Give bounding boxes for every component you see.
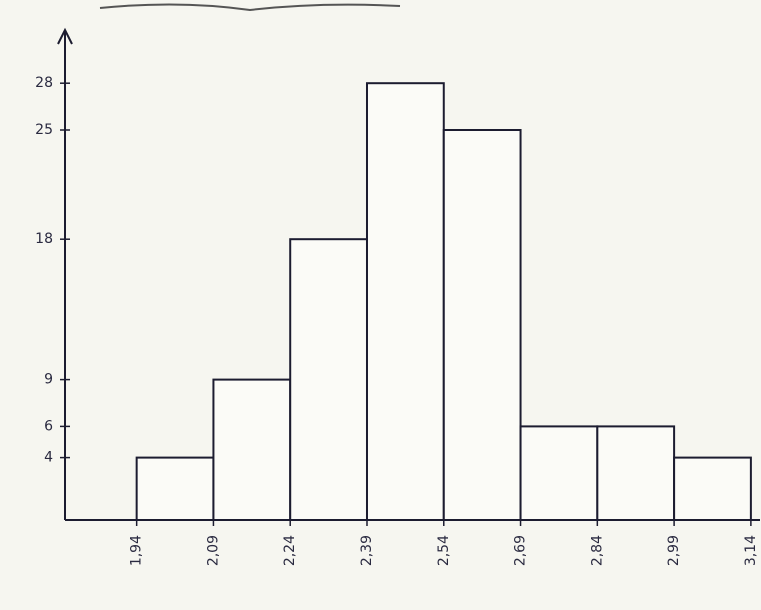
x-tick-label: 3,14	[743, 535, 759, 566]
bar	[367, 83, 444, 520]
x-tick-label: 2,69	[513, 535, 529, 566]
bar	[444, 130, 521, 520]
x-tick-label: 2,84	[589, 535, 605, 566]
bar	[521, 426, 598, 520]
x-tick-label: 2,54	[436, 535, 452, 566]
bar	[597, 426, 674, 520]
x-tick-label: 2,24	[282, 535, 298, 566]
y-tick-label: 9	[44, 372, 53, 388]
bar	[213, 380, 290, 520]
y-tick-label: 25	[35, 122, 53, 138]
x-tick-label: 1,94	[129, 535, 145, 566]
bar	[290, 239, 367, 520]
y-tick-label: 4	[44, 450, 53, 466]
y-tick-label: 6	[44, 418, 53, 434]
x-tick-label: 2,09	[205, 535, 221, 566]
y-tick-label: 28	[35, 75, 53, 91]
x-tick-label: 2,99	[666, 535, 682, 566]
bar	[137, 458, 214, 520]
x-tick-label: 2,39	[359, 535, 375, 566]
bar	[674, 458, 751, 520]
chart: 4 6 9 18 25 28 1,94 2,09 2,24 2,39 2,54 2,69 2,84 2,9…	[0, 0, 761, 610]
y-tick-label: 18	[35, 231, 53, 247]
